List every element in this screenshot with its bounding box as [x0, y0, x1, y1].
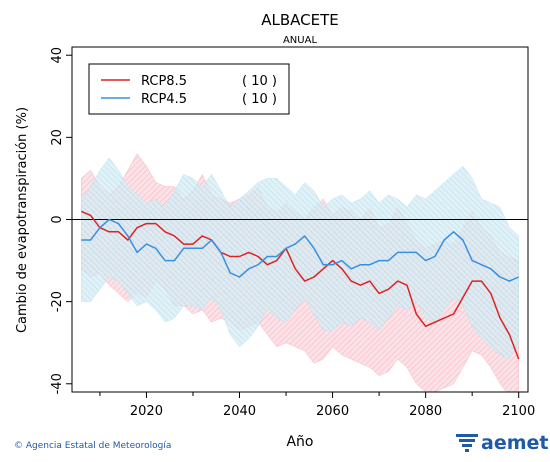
copyright-credit: © Agencia Estatal de Meteorología — [14, 441, 172, 451]
aemet-logo-text: aemet — [481, 432, 549, 454]
y-axis-label: Cambio de evapotranspiración (%) — [15, 107, 30, 333]
legend: RCP8.5 ( 10 ) RCP4.5 ( 10 ) — [88, 63, 290, 115]
chart-subtitle: ANUAL — [283, 35, 317, 46]
x-tick-label: 2020 — [130, 404, 163, 419]
aemet-logo-icon — [456, 434, 478, 452]
x-axis-label: Año — [286, 434, 313, 450]
legend-box — [88, 63, 290, 115]
y-tick-label: 40 — [50, 47, 65, 64]
series-line-rcp45 — [81, 218, 520, 282]
band-rcp45 — [81, 157, 519, 360]
legend-count-rcp45: ( 10 ) — [242, 92, 277, 107]
series-lines — [80, 210, 520, 360]
y-tick-label: 20 — [50, 129, 65, 146]
x-tick-label: 2060 — [316, 404, 349, 419]
x-tick-label: 2040 — [223, 404, 256, 419]
legend-label-rcp85: RCP8.5 — [141, 74, 187, 89]
chart-title: ALBACETE — [261, 11, 339, 29]
legend-label-rcp45: RCP4.5 — [141, 92, 187, 107]
x-tick-label: 2080 — [409, 404, 442, 419]
y-axis: -40 -20 0 20 40 — [50, 47, 72, 394]
x-tick-label: 2100 — [502, 404, 535, 419]
y-tick-label: 0 — [50, 215, 65, 223]
uncertainty-bands — [81, 153, 519, 392]
y-tick-label: -40 — [50, 373, 65, 394]
y-tick-label: -20 — [50, 291, 65, 312]
series-line-rcp85 — [80, 210, 520, 360]
x-axis: 2020 2040 2060 2080 2100 — [99, 392, 535, 419]
legend-count-rcp85: ( 10 ) — [242, 74, 277, 89]
aemet-logo: aemet — [456, 432, 548, 454]
